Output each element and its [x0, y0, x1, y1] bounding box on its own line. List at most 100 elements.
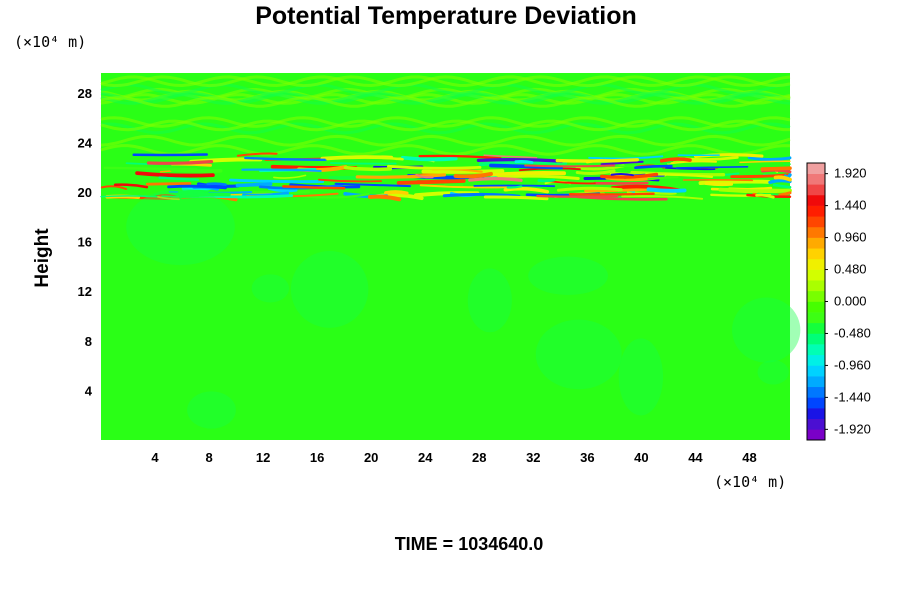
field-streak	[113, 183, 149, 189]
field-blob	[732, 297, 801, 363]
field-streak	[421, 169, 505, 174]
field-streak	[659, 157, 692, 163]
x-tick-label: 36	[580, 450, 594, 465]
field-streak	[100, 195, 158, 198]
field-streak	[400, 155, 458, 162]
field-streak	[772, 183, 792, 189]
field-streak	[667, 160, 717, 165]
field-blob	[535, 319, 622, 390]
field-streak	[267, 187, 298, 193]
x-tick-label: 16	[310, 450, 324, 465]
colorbar-cell	[807, 205, 825, 217]
colorbar-cell	[807, 216, 825, 228]
field-streak	[158, 176, 200, 181]
field-streak	[334, 182, 411, 188]
colorbar-tick-label: -1.440	[834, 389, 871, 404]
colorbar-cell	[807, 418, 825, 430]
field-streak	[575, 169, 616, 175]
x-tick-label: 4	[151, 450, 159, 465]
field-streak	[497, 174, 580, 180]
colorbar-cell	[807, 290, 825, 302]
field-streak	[755, 193, 775, 199]
colorbar-tick-label: -1.920	[834, 421, 871, 436]
field-streak	[600, 172, 659, 179]
field-streak	[600, 160, 644, 166]
colorbar-cell	[807, 280, 825, 292]
colorbar-cell	[807, 301, 825, 313]
colorbar-cell	[807, 184, 825, 196]
x-tick-label: 28	[472, 450, 486, 465]
field-streak	[156, 196, 180, 201]
colorbar: 1.920 1.440 0.960 0.480 0.000 -0.480 -0.960 -1.…	[806, 162, 871, 441]
x-axis-unit: (×10⁴ m)	[714, 473, 786, 491]
x-tick-label: 48	[742, 450, 756, 465]
field-blob	[618, 338, 664, 416]
y-tick-label: 12	[78, 284, 92, 299]
colorbar-cell	[807, 333, 825, 345]
field-streak	[415, 174, 434, 179]
field-streak	[536, 194, 619, 198]
field-contour	[100, 96, 791, 108]
field-streak	[468, 177, 523, 182]
field-streak	[318, 178, 382, 183]
field-streak	[483, 154, 538, 159]
field-contour	[100, 75, 791, 88]
y-axis-ticks: 4 8 12 16 20 24 28	[78, 86, 93, 399]
y-axis-unit: (×10⁴ m)	[14, 33, 86, 51]
heatmap-field	[100, 75, 801, 429]
field-streak	[503, 187, 550, 194]
field-streak	[103, 166, 198, 171]
field-streak	[760, 166, 792, 171]
y-tick-label: 8	[85, 334, 92, 349]
field-blob	[467, 268, 512, 333]
field-streak	[178, 192, 231, 199]
field-streak	[396, 178, 466, 185]
x-tick-label: 20	[364, 450, 378, 465]
field-streak	[167, 184, 227, 190]
field-streak	[473, 184, 556, 188]
field-streak	[524, 164, 616, 168]
field-streak	[675, 165, 749, 169]
x-tick-label: 24	[418, 450, 433, 465]
field-streak	[506, 185, 523, 189]
field-blob	[528, 256, 608, 295]
field-streak	[241, 168, 322, 173]
field-streak	[325, 155, 404, 161]
x-axis-ticks: 4 8 12 16 20 24 28 32 36 40 44 48	[151, 450, 756, 465]
field-contour	[100, 144, 791, 156]
time-label: TIME = 1034640.0	[395, 534, 544, 554]
field-contour	[100, 134, 791, 147]
colorbar-tick-label: -0.480	[834, 325, 871, 340]
field-streak	[537, 178, 556, 183]
colorbar-cell	[807, 408, 825, 419]
colorbar-tick-label: -0.960	[834, 357, 871, 372]
field-streak	[273, 174, 307, 179]
field-contour	[100, 122, 791, 135]
field-streak	[483, 195, 549, 201]
field-streak	[588, 155, 664, 160]
colorbar-cells	[807, 163, 825, 441]
x-tick-label: 12	[256, 450, 270, 465]
colorbar-tick-label: 0.960	[834, 230, 867, 245]
colorbar-cell	[807, 365, 825, 377]
field-streak	[236, 152, 278, 157]
field-streak	[244, 156, 327, 162]
field-streak	[177, 189, 209, 195]
field-streak	[367, 194, 402, 202]
field-streak	[662, 166, 716, 171]
field-streak	[146, 160, 214, 165]
colorbar-cell	[807, 344, 825, 356]
colorbar-cell	[807, 163, 825, 174]
field-blob	[757, 360, 789, 385]
field-streak	[145, 182, 192, 186]
colorbar-cell	[807, 248, 825, 260]
field-streak	[384, 190, 409, 195]
colorbar-tick-label: 0.000	[834, 294, 867, 309]
y-tick-label: 4	[85, 383, 93, 398]
field-streak	[235, 182, 273, 188]
field-streak	[300, 193, 370, 199]
colorbar-cell	[807, 312, 825, 324]
chart-title: Potential Temperature Deviation	[255, 2, 637, 30]
field-streak	[419, 184, 516, 189]
